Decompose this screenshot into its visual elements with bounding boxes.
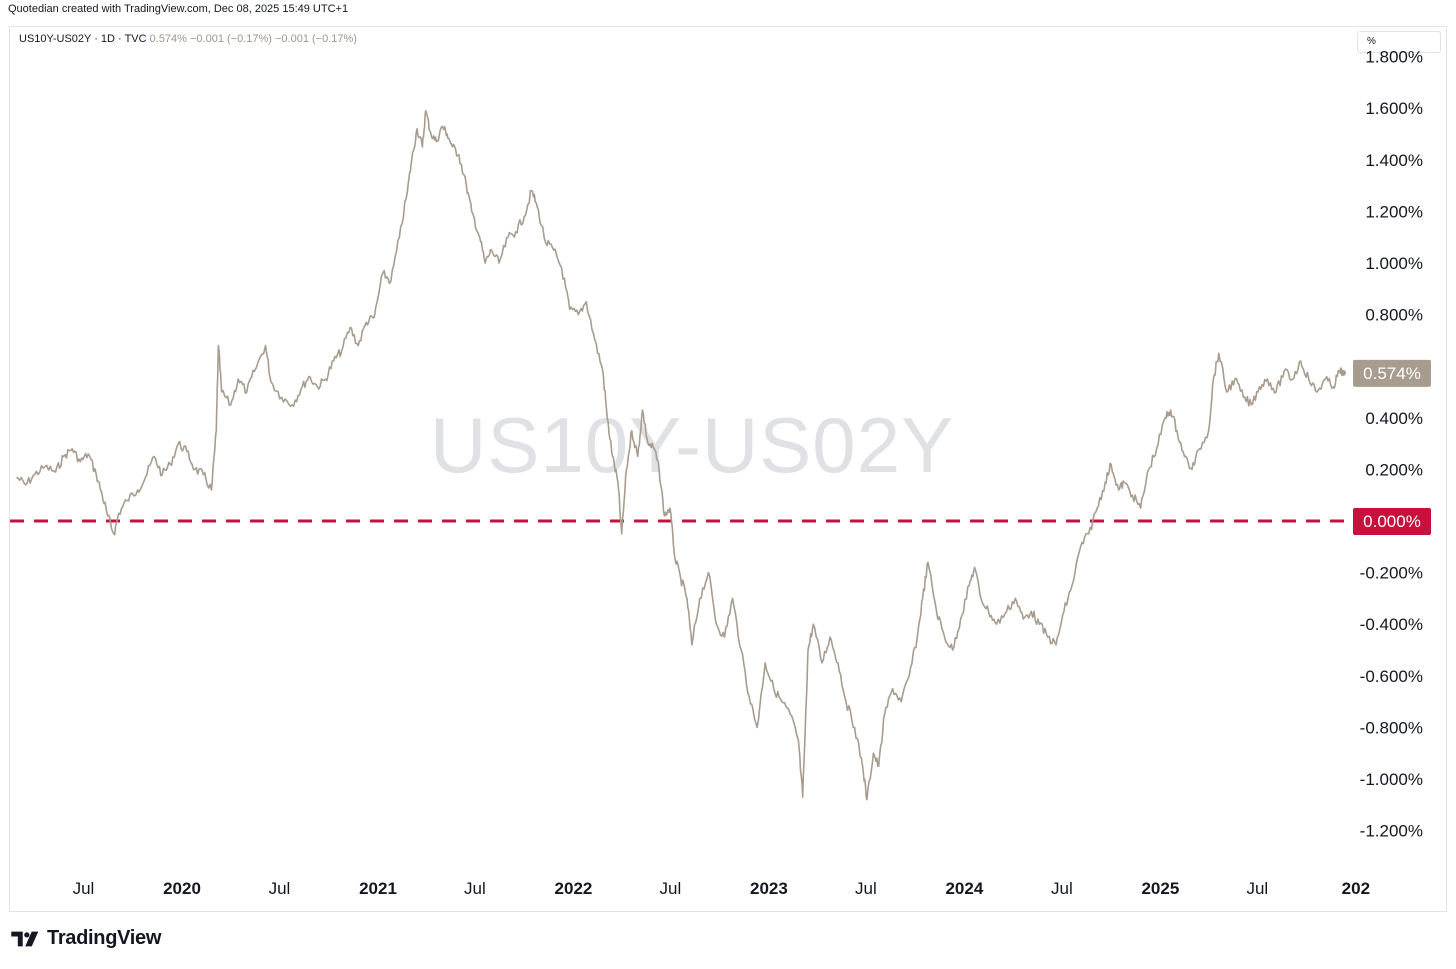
x-tick-label: 2022	[555, 879, 593, 898]
y-tick-label: 1.200%	[1365, 202, 1423, 221]
x-tick-label: Jul	[855, 879, 877, 898]
symbol-stats: 0.574% −0.001 (−0.17%) −0.001 (−0.17%)	[149, 33, 357, 45]
x-tick-label: Jul	[464, 879, 486, 898]
y-tick-label: -0.600%	[1360, 667, 1423, 686]
tradingview-brand[interactable]: TradingView	[11, 927, 161, 950]
last-value-tag-bg	[1353, 359, 1431, 387]
y-tick-label: -0.400%	[1360, 615, 1423, 634]
y-tick-label: 0.400%	[1365, 409, 1423, 428]
x-tick-label: Jul	[1051, 879, 1073, 898]
symbol-watermark: US10Y-US02Y	[430, 401, 955, 489]
y-tick-label: -0.200%	[1360, 564, 1423, 583]
y-tick-label: 1.000%	[1365, 254, 1423, 273]
zero-value-tag-bg	[1353, 508, 1431, 535]
tradingview-logo-icon	[11, 931, 39, 946]
x-tick-label: Jul	[660, 879, 682, 898]
x-tick-label: 202	[1342, 879, 1370, 898]
x-tick-label: 2021	[359, 879, 397, 898]
spread-series-line	[16, 110, 1344, 801]
last-point-marker	[1340, 369, 1347, 376]
x-tick-label: 2025	[1141, 879, 1179, 898]
x-tick-label: Jul	[73, 879, 95, 898]
chart-frame	[9, 26, 1447, 912]
y-tick-label: 1.400%	[1365, 151, 1423, 170]
y-tick-label: 1.600%	[1365, 99, 1423, 118]
y-tick-label: 0.200%	[1365, 460, 1423, 479]
unit-selector[interactable]: %	[1357, 31, 1441, 53]
x-tick-label: Jul	[1246, 879, 1268, 898]
x-tick-label: 2020	[163, 879, 201, 898]
y-tick-label: 0.800%	[1365, 306, 1423, 325]
symbol-legend[interactable]: US10Y-US02Y · 1D · TVC 0.574% −0.001 (−0…	[19, 33, 357, 45]
x-tick-label: 2023	[750, 879, 788, 898]
x-tick-label: Jul	[269, 879, 291, 898]
symbol-info: US10Y-US02Y · 1D · TVC	[19, 33, 147, 45]
last-value-tag-label: 0.574%	[1363, 364, 1421, 383]
y-tick-label: 1.800%	[1365, 48, 1423, 67]
x-tick-label: 2024	[945, 879, 983, 898]
y-tick-label: -0.800%	[1360, 718, 1423, 737]
zero-value-tag-label: 0.000%	[1363, 512, 1421, 531]
brand-name: TradingView	[47, 927, 162, 949]
y-tick-label: -1.000%	[1360, 770, 1423, 789]
y-tick-label: -1.200%	[1360, 822, 1423, 841]
chart-credit: Quotedian created with TradingView.com, …	[8, 3, 349, 15]
